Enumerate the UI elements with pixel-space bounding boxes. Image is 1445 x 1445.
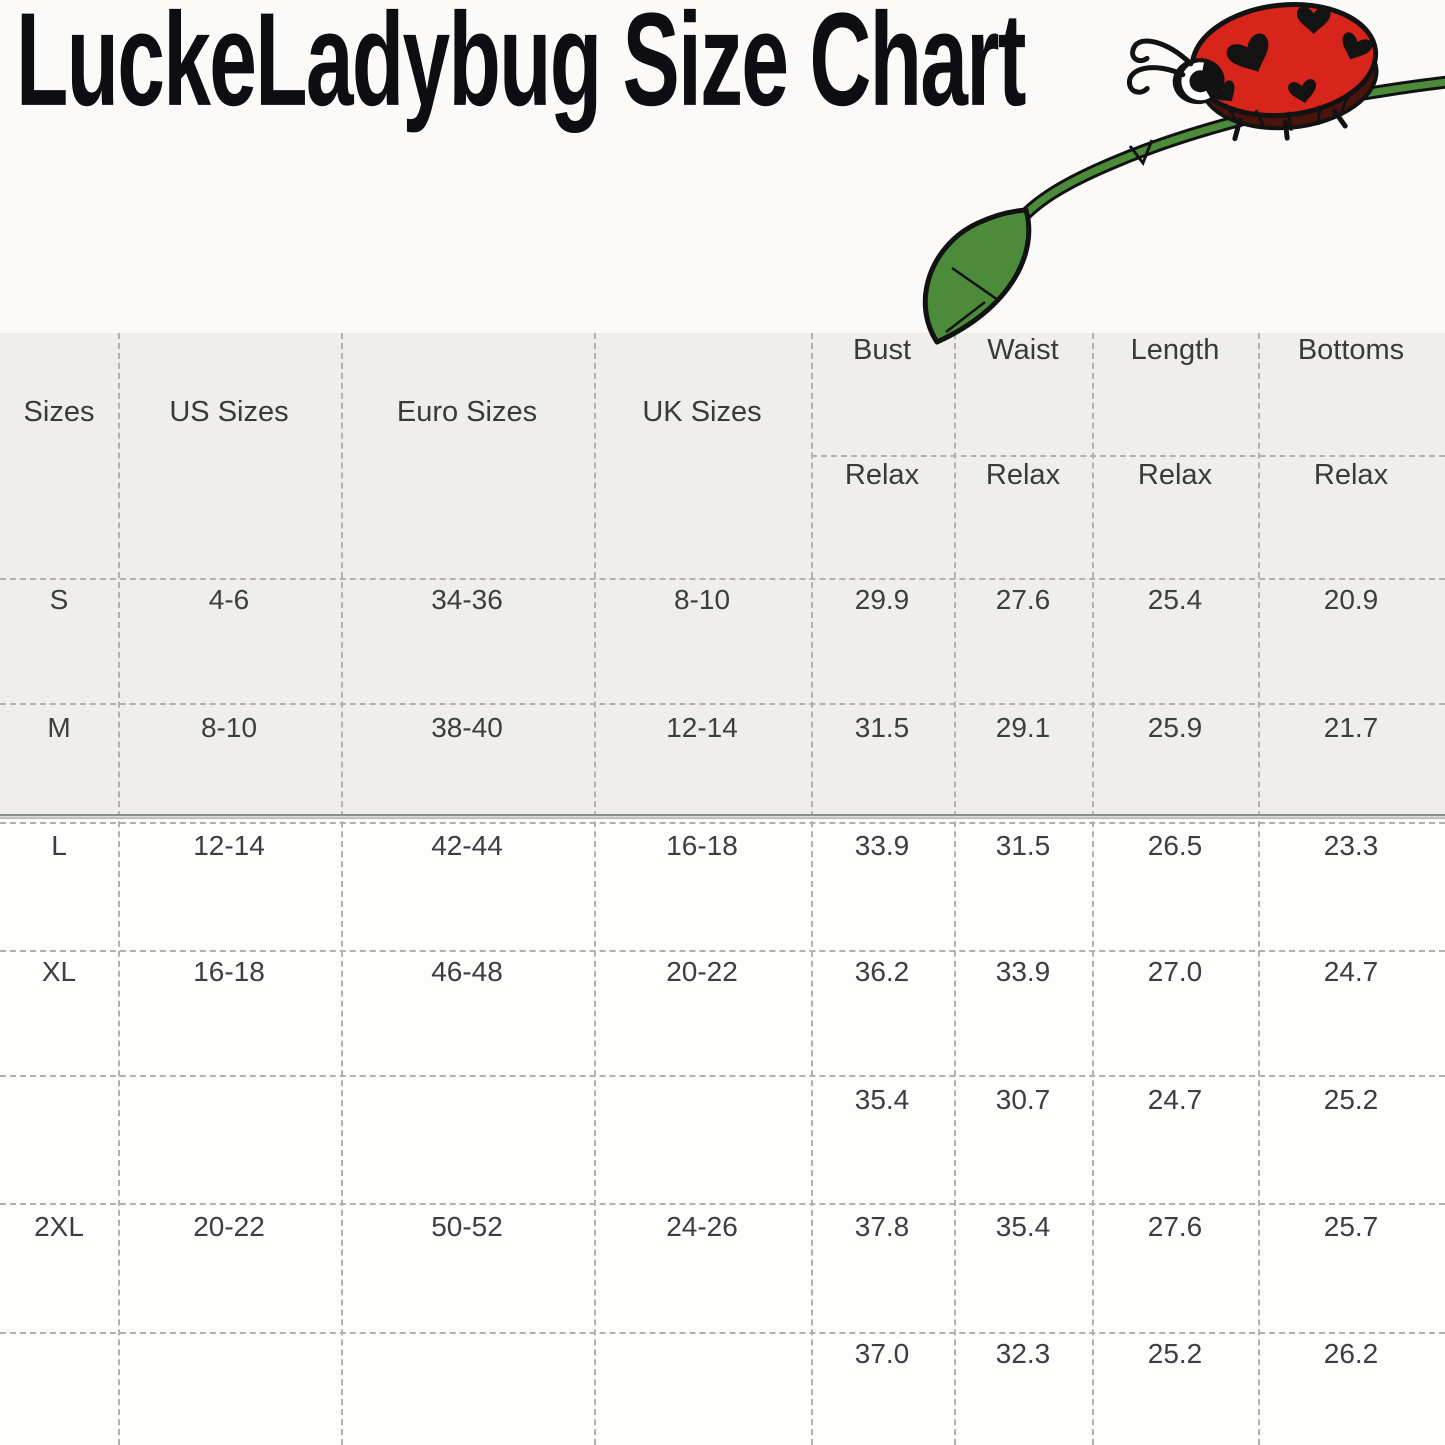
table-grid-vline: [341, 333, 343, 1445]
value-cell: 25.2: [1147, 1338, 1203, 1369]
col-header-length: Length: [1130, 334, 1220, 366]
value-cell: 12-14: [666, 712, 738, 743]
fit-label-relax: Relax: [844, 459, 920, 491]
fit-label-relax: Relax: [1313, 459, 1389, 491]
table-grid-vline: [811, 333, 813, 1445]
value-cell: 16-18: [666, 830, 738, 861]
table-grid-hline: [0, 578, 1445, 580]
value-cell: 50-52: [431, 1211, 503, 1242]
size-cell: M: [47, 712, 71, 743]
value-cell: 20-22: [193, 1211, 265, 1242]
value-cell: 31.5: [995, 830, 1051, 861]
value-cell: 29.9: [854, 584, 910, 615]
value-cell: 12-14: [193, 830, 265, 861]
value-cell: 20-22: [666, 956, 738, 987]
value-cell: 27.6: [995, 584, 1051, 615]
table-grid-hline: [0, 822, 1445, 824]
value-cell: 29.1: [995, 712, 1051, 743]
fit-label-relax: Relax: [1137, 459, 1213, 491]
size-cell: S: [49, 584, 69, 615]
table-grid-hline: [0, 1203, 1445, 1205]
value-cell: 20.9: [1323, 584, 1379, 615]
ladybug-icon: [1126, 2, 1379, 142]
value-cell: 16-18: [193, 956, 265, 987]
col-header-sizes: Sizes: [23, 396, 95, 428]
table-grid-vline: [1258, 333, 1260, 1445]
table-grid-vline: [118, 333, 120, 1445]
size-cell: L: [51, 830, 67, 861]
value-cell: 24-26: [666, 1211, 738, 1242]
value-cell: 35.4: [854, 1084, 910, 1115]
value-cell: 4-6: [208, 584, 250, 615]
value-cell: 27.6: [1147, 1211, 1203, 1242]
table-background-upper: [0, 333, 1445, 814]
table-grid-vline: [954, 333, 956, 1445]
size-cell: 2XL: [34, 1211, 84, 1242]
col-header-us-sizes: US Sizes: [169, 396, 289, 428]
value-cell: 25.7: [1323, 1211, 1379, 1242]
table-grid-hline: [0, 1075, 1445, 1077]
value-cell: 46-48: [431, 956, 503, 987]
value-cell: 33.9: [854, 830, 910, 861]
value-cell: 21.7: [1323, 712, 1379, 743]
size-cell: XL: [41, 956, 77, 987]
value-cell: 33.9: [995, 956, 1051, 987]
col-header-bottoms: Bottoms: [1297, 334, 1405, 366]
table-background-lower: [0, 814, 1445, 1445]
col-header-bust: Bust: [852, 334, 912, 366]
screenshot-seam-line: [0, 814, 1445, 819]
table-grid-hline: [0, 703, 1445, 705]
value-cell: 8-10: [200, 712, 258, 743]
value-cell: 24.7: [1323, 956, 1379, 987]
value-cell: 26.5: [1147, 830, 1203, 861]
value-cell: 42-44: [431, 830, 503, 861]
value-cell: 34-36: [431, 584, 503, 615]
table-grid-hline: [0, 1332, 1445, 1334]
col-header-euro-sizes: Euro Sizes: [396, 396, 538, 428]
value-cell: 24.7: [1147, 1084, 1203, 1115]
fit-label-relax: Relax: [985, 459, 1061, 491]
page-title: LuckeLadybug Size Chart: [16, 0, 1026, 134]
value-cell: 23.3: [1323, 830, 1379, 861]
table-grid-hline: [811, 455, 1445, 457]
value-cell: 8-10: [673, 584, 731, 615]
value-cell: 36.2: [854, 956, 910, 987]
value-cell: 30.7: [995, 1084, 1051, 1115]
value-cell: 37.8: [854, 1211, 910, 1242]
col-header-uk-sizes: UK Sizes: [642, 396, 762, 428]
value-cell: 38-40: [431, 712, 503, 743]
value-cell: 27.0: [1147, 956, 1203, 987]
value-cell: 25.2: [1323, 1084, 1379, 1115]
value-cell: 32.3: [995, 1338, 1051, 1369]
value-cell: 37.0: [854, 1338, 910, 1369]
value-cell: 25.4: [1147, 584, 1203, 615]
value-cell: 31.5: [854, 712, 910, 743]
table-grid-vline: [594, 333, 596, 1445]
table-grid-hline: [0, 950, 1445, 952]
value-cell: 35.4: [995, 1211, 1051, 1242]
value-cell: 26.2: [1323, 1338, 1379, 1369]
table-grid-vline: [1092, 333, 1094, 1445]
value-cell: 25.9: [1147, 712, 1203, 743]
